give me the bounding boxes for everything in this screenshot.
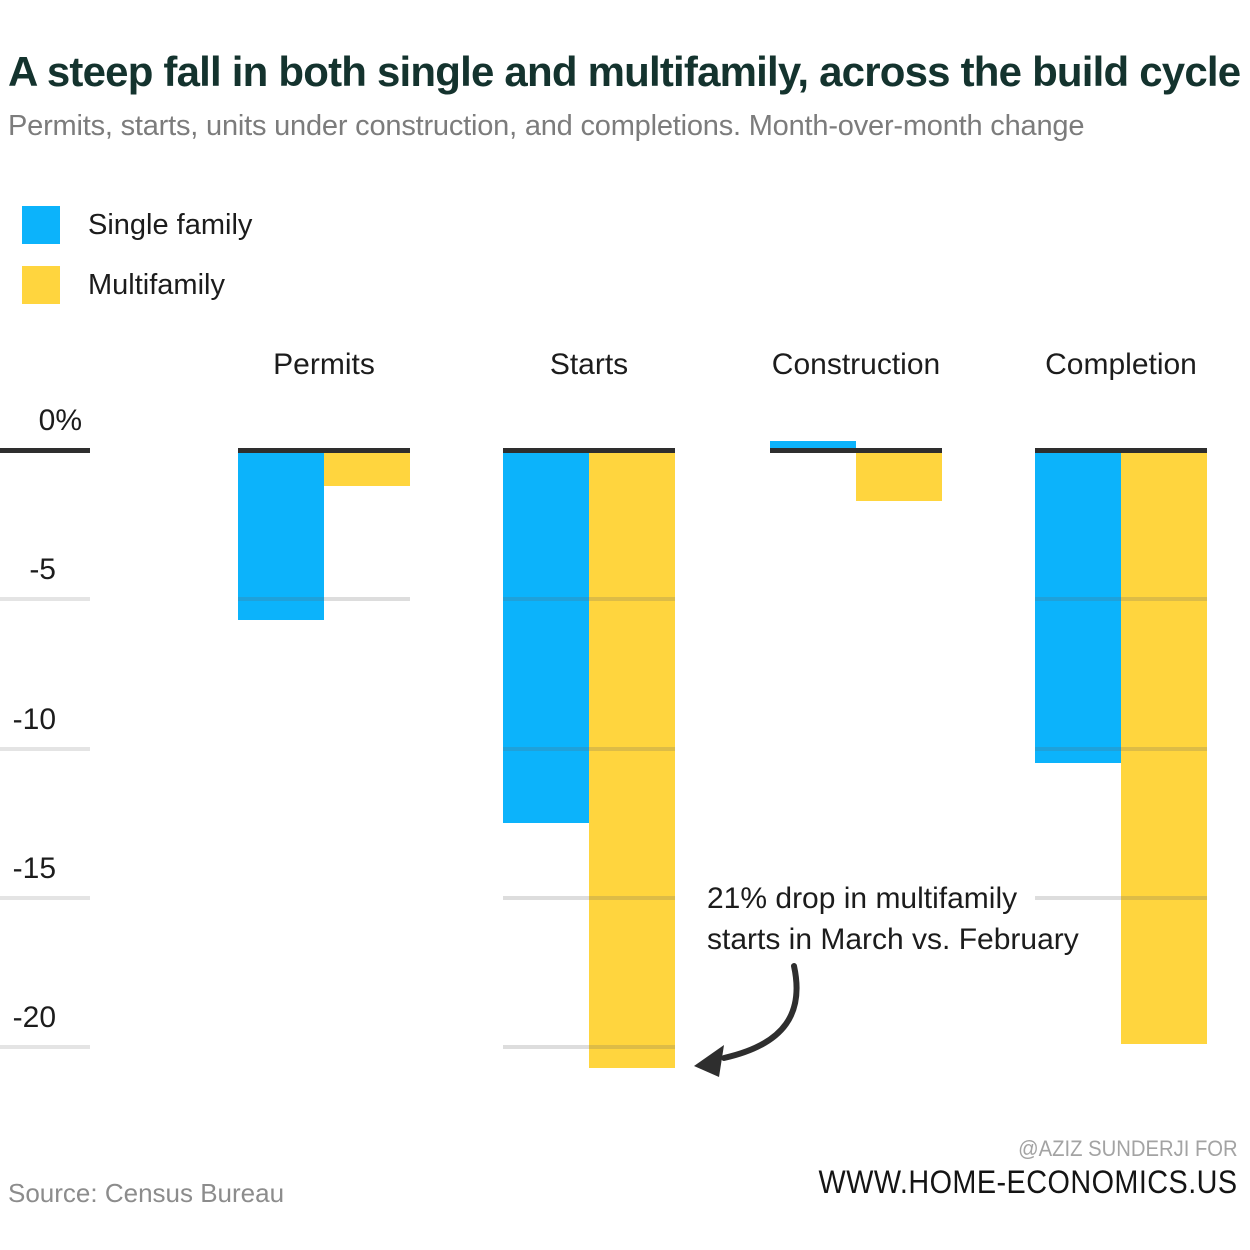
bar-multifamily-completion	[1121, 450, 1207, 1044]
annotation-text: 21% drop in multifamily starts in March …	[707, 878, 1079, 960]
bar-multifamily-construction	[856, 450, 942, 501]
zero-line-construction	[770, 448, 942, 453]
legend-label-multifamily: Multifamily	[88, 268, 225, 301]
gridline-stub-5	[0, 597, 90, 602]
chart-title: A steep fall in both single and multifam…	[8, 48, 1241, 95]
legend-swatch-single-family	[22, 206, 60, 244]
legend: Single family Multifamily	[22, 205, 252, 325]
gridline-segment-completion-15	[1035, 895, 1207, 900]
source-note: Source: Census Bureau	[8, 1178, 285, 1208]
gridline-stub-20	[0, 1045, 90, 1049]
gridline-segment-starts-5	[503, 597, 675, 602]
y-tick-label-5: -5	[29, 553, 56, 587]
zero-line-completion	[1035, 448, 1207, 453]
column-header-completion: Completion	[1045, 348, 1197, 381]
bar-single-family-starts	[503, 450, 589, 824]
zero-line-axis-stub	[0, 448, 90, 453]
column-header-starts: Starts	[549, 348, 629, 381]
annotation-line-2: starts in March vs. February	[707, 923, 1079, 956]
bar-multifamily-starts	[589, 450, 675, 1068]
zero-line-permits	[238, 448, 410, 453]
gridline-segment-starts-15	[503, 895, 675, 900]
y-tick-label-10: -10	[12, 702, 56, 736]
legend-swatch-multifamily	[22, 266, 60, 304]
bar-single-family-completion	[1035, 450, 1121, 764]
gridline-segment-completion-5	[1035, 597, 1207, 602]
gridline-segment-permits-5	[238, 597, 410, 602]
chart-subtitle: Permits, starts, units under constructio…	[8, 110, 1085, 142]
bar-single-family-construction	[770, 441, 856, 450]
y-tick-label-20: -20	[12, 1001, 56, 1034]
zero-line-starts	[503, 448, 675, 453]
gridline-segment-starts-20	[503, 1045, 675, 1049]
gridline-stub-15	[0, 895, 90, 900]
legend-item-multifamily: Multifamily	[22, 265, 252, 305]
column-header-permits: Permits	[273, 348, 375, 381]
credit-website: WWW.HOME-ECONOMICS.US	[818, 1164, 1238, 1200]
legend-item-single-family: Single family	[22, 205, 252, 245]
gridline-segment-completion-10	[1035, 746, 1207, 751]
gridline-stub-10	[0, 746, 90, 751]
gridline-segment-starts-10	[503, 746, 675, 751]
bar-single-family-permits	[238, 450, 324, 621]
column-header-construction: Construction	[771, 348, 941, 381]
y-tick-label-15: -15	[12, 851, 56, 885]
y-tick-label-0: 0%	[38, 404, 82, 437]
credit-byline: @AZIZ SUNDERJI FOR	[1018, 1136, 1238, 1161]
annotation-line-1: 21% drop in multifamily	[707, 882, 1018, 915]
bar-multifamily-permits	[324, 450, 410, 486]
legend-label-single-family: Single family	[88, 208, 253, 241]
